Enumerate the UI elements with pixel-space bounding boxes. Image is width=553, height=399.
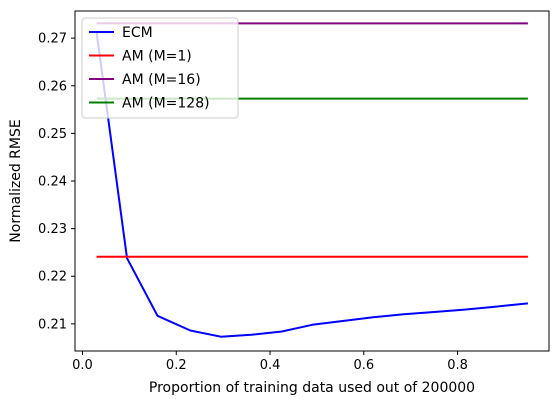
x-tick-label: 0.8 (447, 358, 468, 373)
ticks-layer: 0.0 0.2 0.4 0.6 0.8 0.21 0.22 0.23 0.24 0.25 0.26 0… (38, 32, 468, 373)
series-line-0 (95, 32, 529, 338)
y-tick-label: 0.21 (38, 317, 67, 332)
legend-label: ECM (122, 25, 153, 41)
x-tick-label: 0.0 (72, 358, 93, 373)
y-tick-label: 0.24 (38, 175, 67, 190)
x-tick-label: 0.2 (166, 358, 187, 373)
x-tick-label: 0.4 (260, 358, 281, 373)
legend-label: AM (M=1) (122, 49, 192, 65)
x-tick-label: 0.6 (353, 358, 374, 373)
y-axis-label: Normalized RMSE (8, 119, 24, 242)
y-tick-label: 0.26 (38, 79, 67, 94)
legend-label: AM (M=16) (122, 72, 201, 88)
x-axis-label: Proportion of training data used out of … (149, 380, 475, 396)
y-tick-label: 0.23 (38, 222, 67, 237)
y-tick-label: 0.27 (38, 32, 67, 47)
legend-label: AM (M=128) (122, 96, 210, 112)
y-tick-label: 0.22 (38, 270, 67, 285)
legend-box (81, 17, 239, 119)
y-tick-label: 0.25 (38, 127, 67, 142)
legend: ECM AM (M=1) AM (M=16) AM (M=128) (81, 17, 239, 119)
